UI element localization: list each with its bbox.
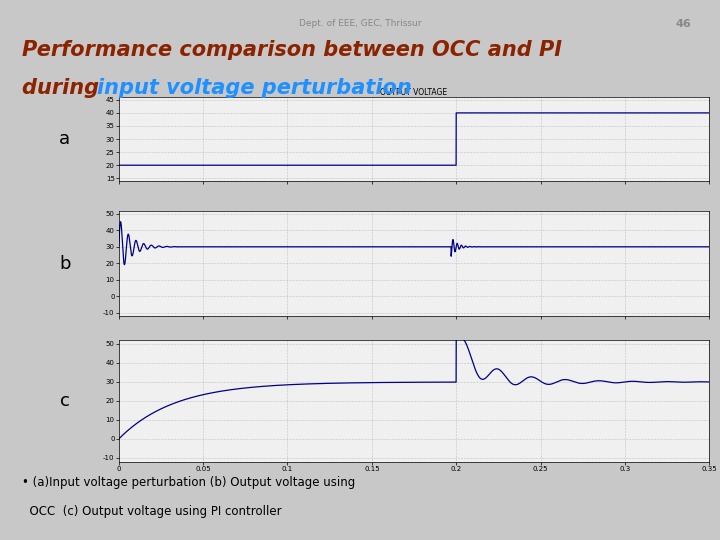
Text: 46: 46 [675, 19, 691, 29]
Text: • (a)Input voltage perturbation (b) Output voltage using: • (a)Input voltage perturbation (b) Outp… [22, 476, 355, 489]
Text: a: a [59, 130, 71, 148]
Text: OCC  (c) Output voltage using PI controller: OCC (c) Output voltage using PI controll… [22, 505, 282, 518]
Title: OUTPUT VOLTAGE: OUTPUT VOLTAGE [380, 88, 448, 97]
Text: during: during [22, 78, 106, 98]
Text: c: c [60, 392, 70, 410]
Text: Performance comparison between OCC and PI: Performance comparison between OCC and P… [22, 40, 562, 60]
Text: b: b [59, 254, 71, 273]
Text: Dept. of EEE, GEC, Thrissur: Dept. of EEE, GEC, Thrissur [299, 19, 421, 28]
Text: input voltage perturbation: input voltage perturbation [97, 78, 412, 98]
